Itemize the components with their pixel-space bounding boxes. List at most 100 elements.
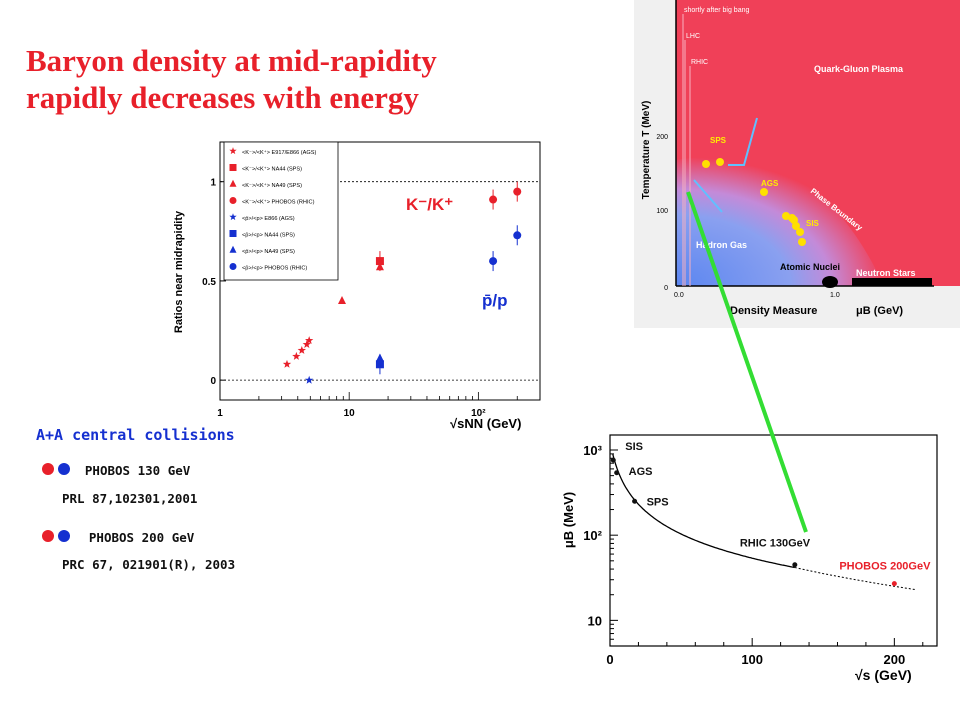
ratio-legend-label: <p̄>/<p> E866 (AGS) [242, 216, 295, 222]
mub-chart-frame [609, 434, 938, 647]
ratio-legend-marker [229, 197, 237, 204]
ratio-data-point [375, 360, 384, 369]
ratio-legend-marker [229, 245, 237, 253]
ratio-data-point [513, 231, 522, 240]
ratio-y-tick-label: 1 [210, 178, 216, 189]
label-hadron-gas: Hadron Gas [696, 240, 747, 250]
phase-y-label: Temperature T (MeV) [641, 101, 652, 200]
ratio-legend-marker [229, 213, 237, 221]
kaon-ratio-annotation: K⁻/K⁺ [406, 195, 453, 214]
ratio-legend-marker [229, 263, 237, 270]
mub-point-label: PHOBOS 200GeV [839, 561, 931, 573]
mub-point-label: SPS [647, 496, 669, 508]
ratio-legend-marker [229, 147, 237, 155]
label-rhic: RHIC [691, 59, 708, 66]
ratio-data-point [338, 295, 347, 304]
label-sis: SIS [806, 219, 820, 228]
ratio-data-point [292, 351, 301, 360]
mub-point-label: SIS [625, 441, 643, 453]
ratio-legend-marker [229, 164, 237, 171]
ratio-chart: 0 0.5 1 1 10 10² <K⁻>/<K⁺> E917/E866 (AGS) <K⁻… [173, 141, 541, 431]
ratio-legend-label: <K⁻>/<K⁺> PHOBOS (RHIC) [242, 199, 315, 206]
atomic-nuclei-marker [822, 276, 838, 288]
label-atomic-nuclei: Atomic Nuclei [780, 262, 840, 272]
ratio-data-point [375, 262, 384, 271]
ratio-data-point [489, 195, 498, 204]
entry-200-ref: PRC 67, 021901(R), 2003 [62, 557, 236, 572]
mub-data-point [632, 498, 638, 504]
ratio-legend-label: <p̄>/<p> NA44 (SPS) [242, 233, 295, 239]
phase-x-label-2: μB (GeV) [856, 305, 903, 317]
entry-130-label: PHOBOS 130 GeV [84, 463, 191, 478]
mub-y-tick-label: 10³ [583, 443, 602, 458]
ratio-chart-frame [219, 141, 541, 401]
label-neutron-stars: Neutron Stars [856, 268, 916, 278]
collisions-heading: A+A central collisions [36, 426, 235, 444]
ratio-y-tick-label: 0.5 [202, 277, 216, 288]
neutron-star-bar [852, 278, 932, 286]
mub-curve [612, 454, 795, 569]
freeze-out-point [716, 158, 724, 166]
ratio-x-tick-label: 1 [217, 408, 223, 419]
blue-dot-marker [58, 530, 71, 542]
mub-chart: 10 10² 10³ 0 100 200 SIS AGS SPS RHIC 130GeV PHOB… [561, 434, 938, 683]
label-qgp: Quark-Gluon Plasma [814, 64, 904, 74]
cooling-arrow [693, 179, 723, 213]
mub-x-label: √s (GeV) [855, 667, 912, 683]
phase-ytick-100: 100 [656, 208, 668, 215]
title-line-2: rapidly decreases with energy [26, 80, 419, 115]
label-lhc: LHC [686, 33, 700, 40]
ratio-data-point [489, 257, 498, 266]
ratio-x-label: √sNN (GeV) [450, 416, 521, 431]
freeze-out-point [760, 188, 768, 196]
hadron-gas-region [676, 156, 884, 286]
ratio-legend-label: <K⁻>/<K⁺> E917/E866 (AGS) [242, 149, 316, 156]
ratio-legend-marker [229, 179, 237, 187]
entry-130-ref: PRL 87,102301,2001 [62, 491, 198, 506]
ratio-y-label: Ratios near midrapidity [173, 210, 185, 333]
ratio-data-point [513, 187, 522, 196]
phase-xtick-0: 0.0 [674, 292, 684, 299]
ratio-legend-label: <p̄>/<p> PHOBOS (RHIC) [242, 266, 307, 272]
label-big-bang: shortly after big bang [684, 7, 749, 14]
phase-x-label: Density Measure [730, 305, 817, 317]
red-dot-marker [42, 530, 54, 542]
label-sps: SPS [710, 136, 727, 145]
ratio-legend-marker [229, 230, 237, 237]
slide-title: Baryon density at mid-rapidity rapidly d… [26, 42, 586, 116]
ratio-legend-box [223, 141, 339, 281]
freeze-out-point [788, 214, 796, 222]
mub-extrapolation [794, 567, 916, 591]
ratio-data-point [302, 340, 311, 348]
blue-dot-marker [58, 463, 71, 475]
phase-diagram: shortly after big bang LHC RHIC Quark-Gl… [634, 0, 960, 328]
legend-entry-200: PHOBOS 200 GeV [42, 529, 194, 547]
red-dot-marker [42, 463, 54, 475]
label-ags: AGS [761, 179, 779, 188]
legend-entry-130: PHOBOS 130 GeV [42, 462, 190, 480]
mub-x-tick-label: 0 [606, 652, 613, 667]
freeze-out-arrow [728, 117, 758, 166]
mub-x-tick-label: 200 [883, 652, 905, 667]
title-line-1: Baryon density at mid-rapidity [26, 43, 437, 78]
freeze-out-point [792, 222, 800, 230]
pbar-ratio-annotation: p̄/p [482, 291, 508, 310]
mub-y-tick-label: 10 [588, 613, 602, 628]
mub-y-label: μB (MeV) [561, 492, 576, 548]
mub-point-label: RHIC 130GeV [740, 538, 811, 550]
ratio-data-point [297, 346, 306, 354]
green-connector-line [686, 191, 808, 533]
mub-data-point [610, 457, 616, 463]
mub-y-tick-label: 10² [583, 528, 602, 543]
ratio-y-tick-label: 0 [210, 376, 216, 387]
ratio-data-point [375, 257, 384, 266]
ratio-x-tick-label: 10² [471, 408, 486, 419]
freeze-out-point [796, 228, 804, 236]
mub-x-tick-label: 100 [741, 652, 763, 667]
ratio-data-point [305, 336, 314, 344]
freeze-out-point [798, 238, 806, 246]
ratio-data-point [375, 353, 384, 362]
ratio-legend-label: <K⁻>/<K⁺> NA44 (SPS) [242, 166, 302, 173]
mub-data-point [891, 581, 897, 587]
ratio-x-tick-label: 10 [344, 408, 356, 419]
